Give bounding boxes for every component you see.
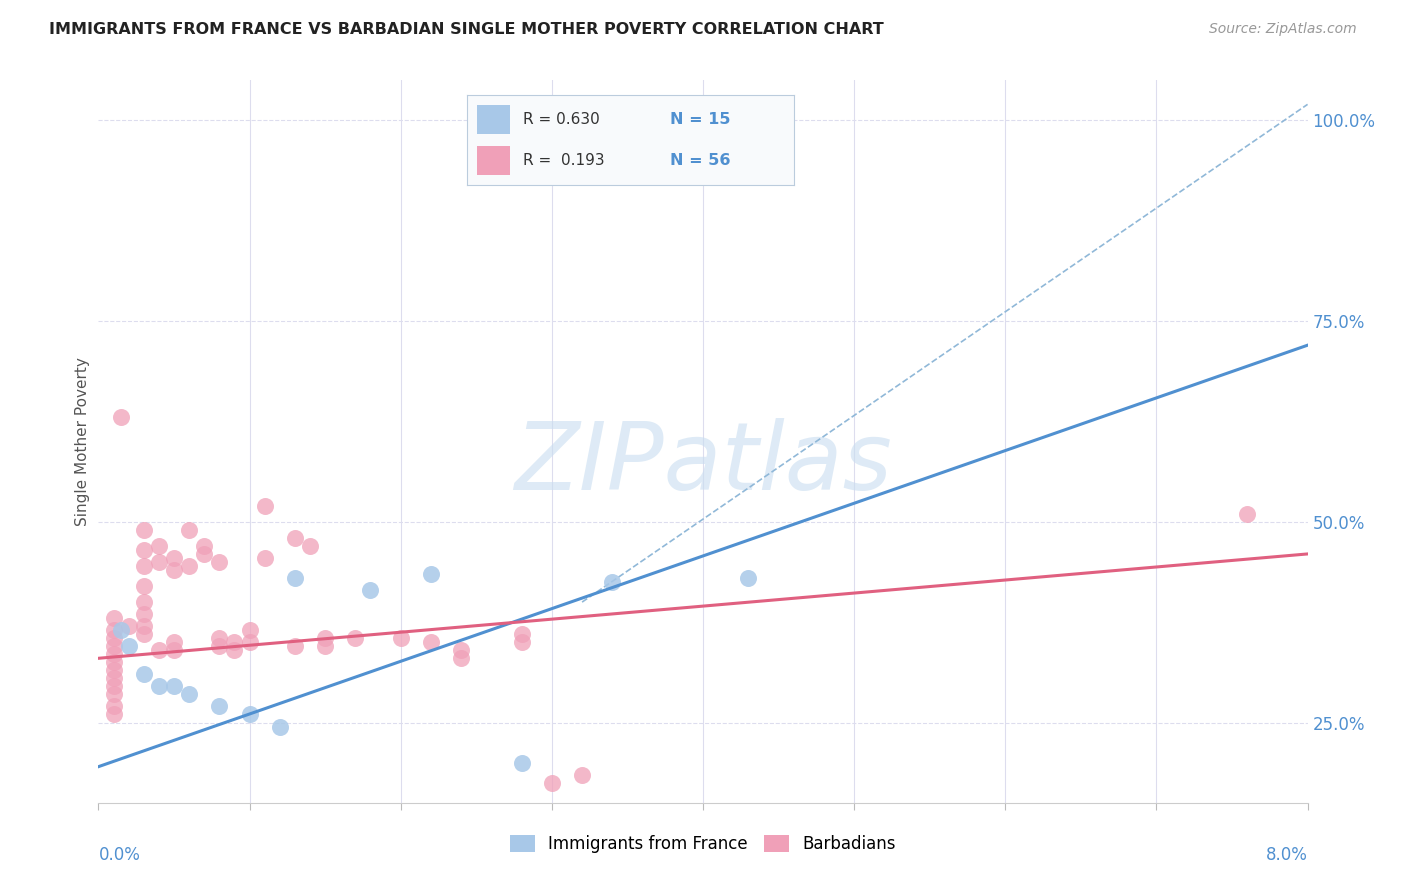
Point [224, 635, 246, 649]
Point [239, 623, 262, 637]
Point [208, 699, 231, 714]
Point [103, 680, 125, 694]
Point [179, 687, 201, 701]
Point [110, 410, 132, 425]
Point [103, 647, 125, 661]
Point [239, 635, 262, 649]
Point [510, 627, 533, 641]
Point [253, 499, 276, 513]
Y-axis label: Single Mother Poverty: Single Mother Poverty [75, 357, 90, 526]
Point [148, 643, 170, 657]
Text: ZIPatlas: ZIPatlas [515, 417, 891, 508]
Point [179, 523, 201, 537]
Point [450, 643, 472, 657]
Point [103, 639, 125, 653]
Point [420, 567, 443, 582]
Point [163, 680, 186, 694]
Point [103, 687, 125, 701]
Point [450, 651, 472, 665]
Point [284, 531, 307, 545]
Point [110, 623, 132, 637]
Point [344, 632, 367, 646]
Point [163, 635, 186, 649]
Point [103, 664, 125, 678]
Point [132, 607, 155, 621]
Point [239, 707, 262, 722]
Point [299, 539, 322, 553]
Point [389, 632, 412, 646]
Point [132, 542, 155, 557]
Point [224, 643, 246, 657]
Point [148, 555, 170, 569]
Text: IMMIGRANTS FROM FRANCE VS BARBADIAN SINGLE MOTHER POVERTY CORRELATION CHART: IMMIGRANTS FROM FRANCE VS BARBADIAN SING… [49, 22, 884, 37]
Point [148, 539, 170, 553]
Point [132, 579, 155, 593]
Point [103, 611, 125, 625]
Point [193, 539, 215, 553]
Point [103, 699, 125, 714]
Point [737, 571, 759, 585]
Point [602, 574, 624, 589]
Text: 8.0%: 8.0% [1265, 847, 1308, 864]
Text: 0.0%: 0.0% [98, 847, 141, 864]
Text: Source: ZipAtlas.com: Source: ZipAtlas.com [1209, 22, 1357, 37]
Point [420, 635, 443, 649]
Point [163, 643, 186, 657]
Point [103, 671, 125, 685]
Point [314, 639, 336, 653]
Point [540, 776, 562, 790]
Point [132, 619, 155, 633]
Point [132, 627, 155, 641]
Point [103, 632, 125, 646]
Point [193, 547, 215, 561]
Point [132, 523, 155, 537]
Point [163, 550, 186, 566]
Point [284, 639, 307, 653]
Point [103, 707, 125, 722]
Point [118, 639, 141, 653]
Point [132, 595, 155, 609]
Point [208, 632, 231, 646]
Point [179, 558, 201, 573]
Point [1236, 507, 1258, 521]
Point [510, 635, 533, 649]
Point [208, 639, 231, 653]
Point [253, 550, 276, 566]
Point [132, 667, 155, 681]
Point [118, 619, 141, 633]
Point [571, 767, 593, 781]
Point [208, 555, 231, 569]
Point [269, 719, 291, 733]
Point [103, 623, 125, 637]
Point [163, 563, 186, 577]
Point [148, 680, 170, 694]
Point [284, 571, 307, 585]
Point [314, 632, 336, 646]
Point [132, 558, 155, 573]
Point [103, 655, 125, 669]
Legend: Immigrants from France, Barbadians: Immigrants from France, Barbadians [503, 828, 903, 860]
Point [510, 756, 533, 770]
Point [360, 583, 382, 598]
